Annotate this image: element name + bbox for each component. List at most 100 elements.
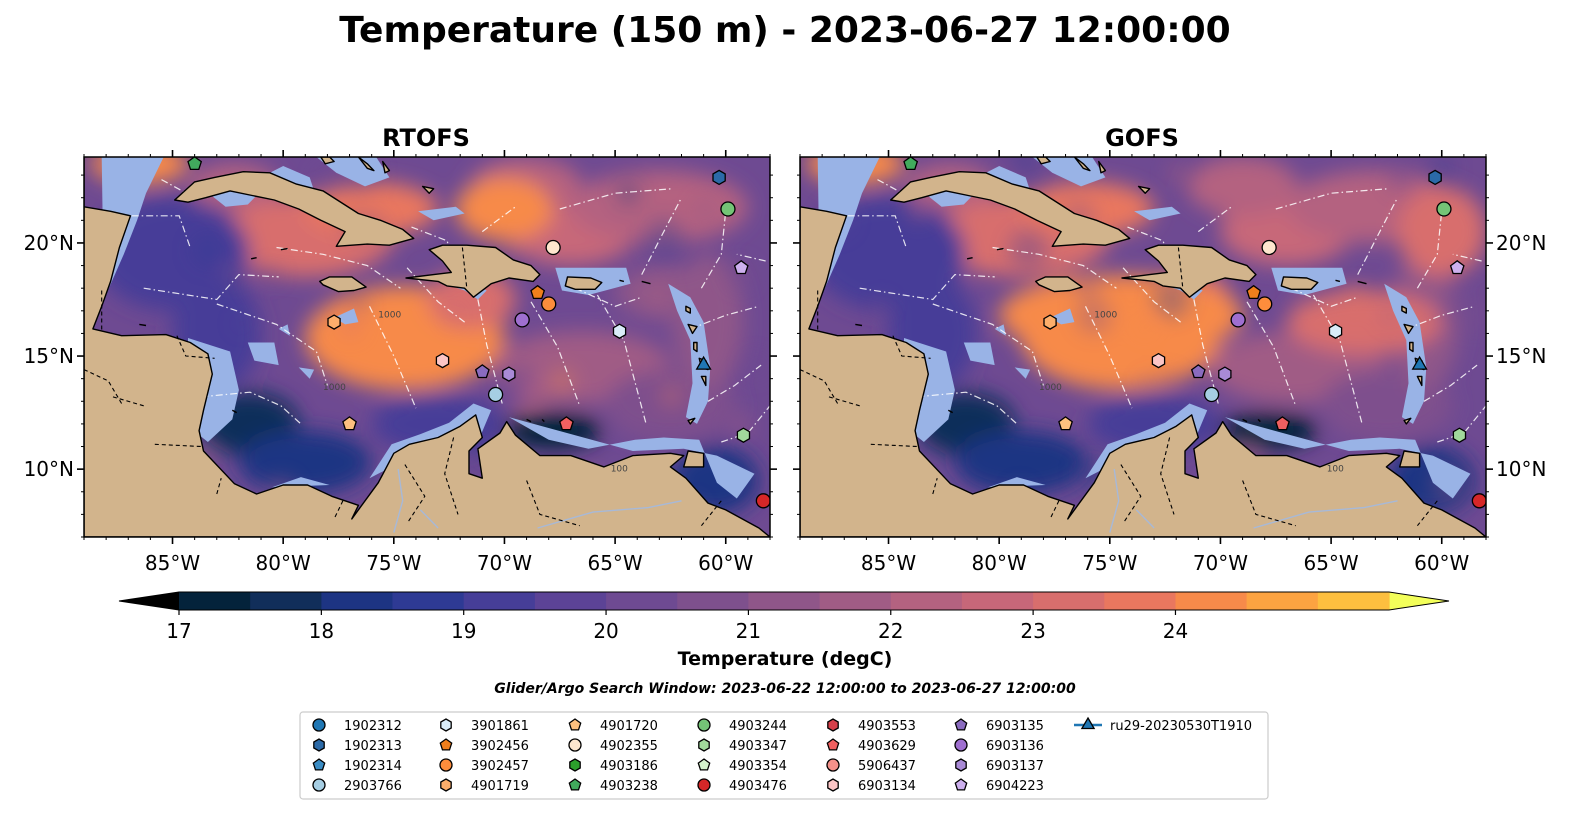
float-marker-4903347 xyxy=(1452,427,1467,443)
legend-entry: 6904223 xyxy=(954,778,1044,794)
land xyxy=(687,417,696,425)
river xyxy=(1253,500,1398,529)
legend-entry: 2903766 xyxy=(312,778,402,794)
lon-tick-label: 60°W xyxy=(1414,551,1469,575)
float-marker-6903135 xyxy=(1190,364,1206,379)
coastline xyxy=(280,247,288,251)
colorbar-segment xyxy=(606,592,678,610)
colorbar-segment xyxy=(748,592,821,610)
coastline xyxy=(1357,280,1367,285)
float-marker-4901719 xyxy=(327,314,341,330)
shelf-area xyxy=(1224,417,1471,499)
eddy-texture xyxy=(191,234,225,267)
river xyxy=(393,469,404,533)
land xyxy=(1403,417,1412,425)
legend-entry: 4901720 xyxy=(568,718,658,734)
eddy-texture xyxy=(227,268,240,281)
legend-label: 4903476 xyxy=(729,779,787,794)
colorbar-segment xyxy=(1317,592,1390,610)
float-marker-4902355 xyxy=(545,239,561,256)
eez-boundary xyxy=(1291,287,1358,307)
legend-marker xyxy=(439,738,453,751)
shelf-area xyxy=(1032,157,1106,187)
legend-label: 4903186 xyxy=(600,759,658,774)
panel-title: GOFS xyxy=(1105,124,1179,152)
axis-ticks: 85°W 80°W 75°W 70°W 65°W 60°W 10°N 15°N 20°N xyxy=(793,150,1546,575)
lat-tick-label: 10°N xyxy=(1496,457,1546,481)
country-border xyxy=(800,369,839,404)
eddy-texture xyxy=(550,179,569,198)
eddy-texture xyxy=(445,309,460,324)
eez-boundary xyxy=(1246,301,1297,407)
legend-entry: 1902314 xyxy=(312,758,402,774)
legend-marker xyxy=(440,718,452,732)
colorbar-tick-label: 18 xyxy=(309,619,334,643)
temperature-blob xyxy=(954,430,1088,495)
lon-tick-label: 80°W xyxy=(256,551,311,575)
eddy-texture xyxy=(235,317,248,330)
colorbar-segment xyxy=(179,592,251,610)
legend-label: 4902355 xyxy=(600,739,658,754)
legend-label: 4903238 xyxy=(600,779,658,794)
float-marker-4901720 xyxy=(342,416,357,431)
eddy-texture xyxy=(1008,230,1048,270)
float-marker-3901861 xyxy=(612,323,627,339)
shelf-area xyxy=(1134,206,1181,221)
land xyxy=(1416,375,1423,387)
colorbar: 17 18 19 20 21 22 23 24 xyxy=(118,591,1450,643)
eddy-texture xyxy=(644,218,685,259)
eez-boundary xyxy=(736,253,766,262)
river xyxy=(1135,509,1155,529)
land xyxy=(173,170,415,248)
legend-marker xyxy=(313,738,325,752)
eddy-texture xyxy=(263,265,280,283)
legend-marker xyxy=(954,718,968,731)
colorbar-segment xyxy=(534,592,607,610)
legend-entry: 3902457 xyxy=(439,758,529,774)
float-marker-6903134 xyxy=(1151,352,1166,369)
isobath-label: 1000 xyxy=(1039,383,1062,393)
land xyxy=(1409,341,1414,353)
country-border xyxy=(1242,480,1296,527)
land xyxy=(421,185,435,194)
country-border xyxy=(333,500,344,520)
land xyxy=(1121,244,1257,298)
shelf-area xyxy=(817,157,880,300)
legend-label: 6903137 xyxy=(986,759,1044,774)
country-border xyxy=(154,443,202,448)
eez-boundary xyxy=(368,306,417,409)
axis-ticks: 85°W 80°W 75°W 70°W 65°W 60°W 10°N 15°N 20°N xyxy=(24,150,777,575)
colorbar-segment xyxy=(1033,592,1105,610)
country-border xyxy=(216,478,222,495)
colorbar-segment xyxy=(463,592,536,610)
eddy-texture xyxy=(502,237,519,253)
legend-entry: 4903553 xyxy=(827,718,916,734)
country-border xyxy=(176,335,215,359)
legend-marker xyxy=(826,738,840,751)
eez-boundary xyxy=(1406,305,1476,330)
legend-marker xyxy=(698,738,710,752)
geography: 1000 100 1000 xyxy=(84,157,770,537)
legend-label: 1902314 xyxy=(344,759,402,774)
legend-entry: 4902355 xyxy=(568,738,658,754)
country-border xyxy=(1416,500,1438,527)
lon-tick-label: 75°W xyxy=(1082,551,1137,575)
land xyxy=(685,305,691,314)
float-marker-6903135 xyxy=(474,364,490,379)
eddy-texture xyxy=(1168,164,1187,183)
land xyxy=(84,157,770,537)
eez-boundary xyxy=(117,215,191,248)
lon-tick-label: 75°W xyxy=(366,551,421,575)
shelf-area xyxy=(1384,283,1427,424)
land xyxy=(1137,185,1151,194)
float-marker-4903629 xyxy=(1275,416,1290,431)
eddy-texture xyxy=(874,297,890,313)
lat-tick-label: 20°N xyxy=(1496,231,1546,255)
coastline xyxy=(996,247,1004,251)
legend-marker xyxy=(954,738,968,752)
legend-label: 4901719 xyxy=(471,779,529,794)
isobath-label: 1000 xyxy=(1094,311,1117,321)
temperature-blob xyxy=(1397,186,1486,277)
eez-boundary xyxy=(700,211,727,289)
